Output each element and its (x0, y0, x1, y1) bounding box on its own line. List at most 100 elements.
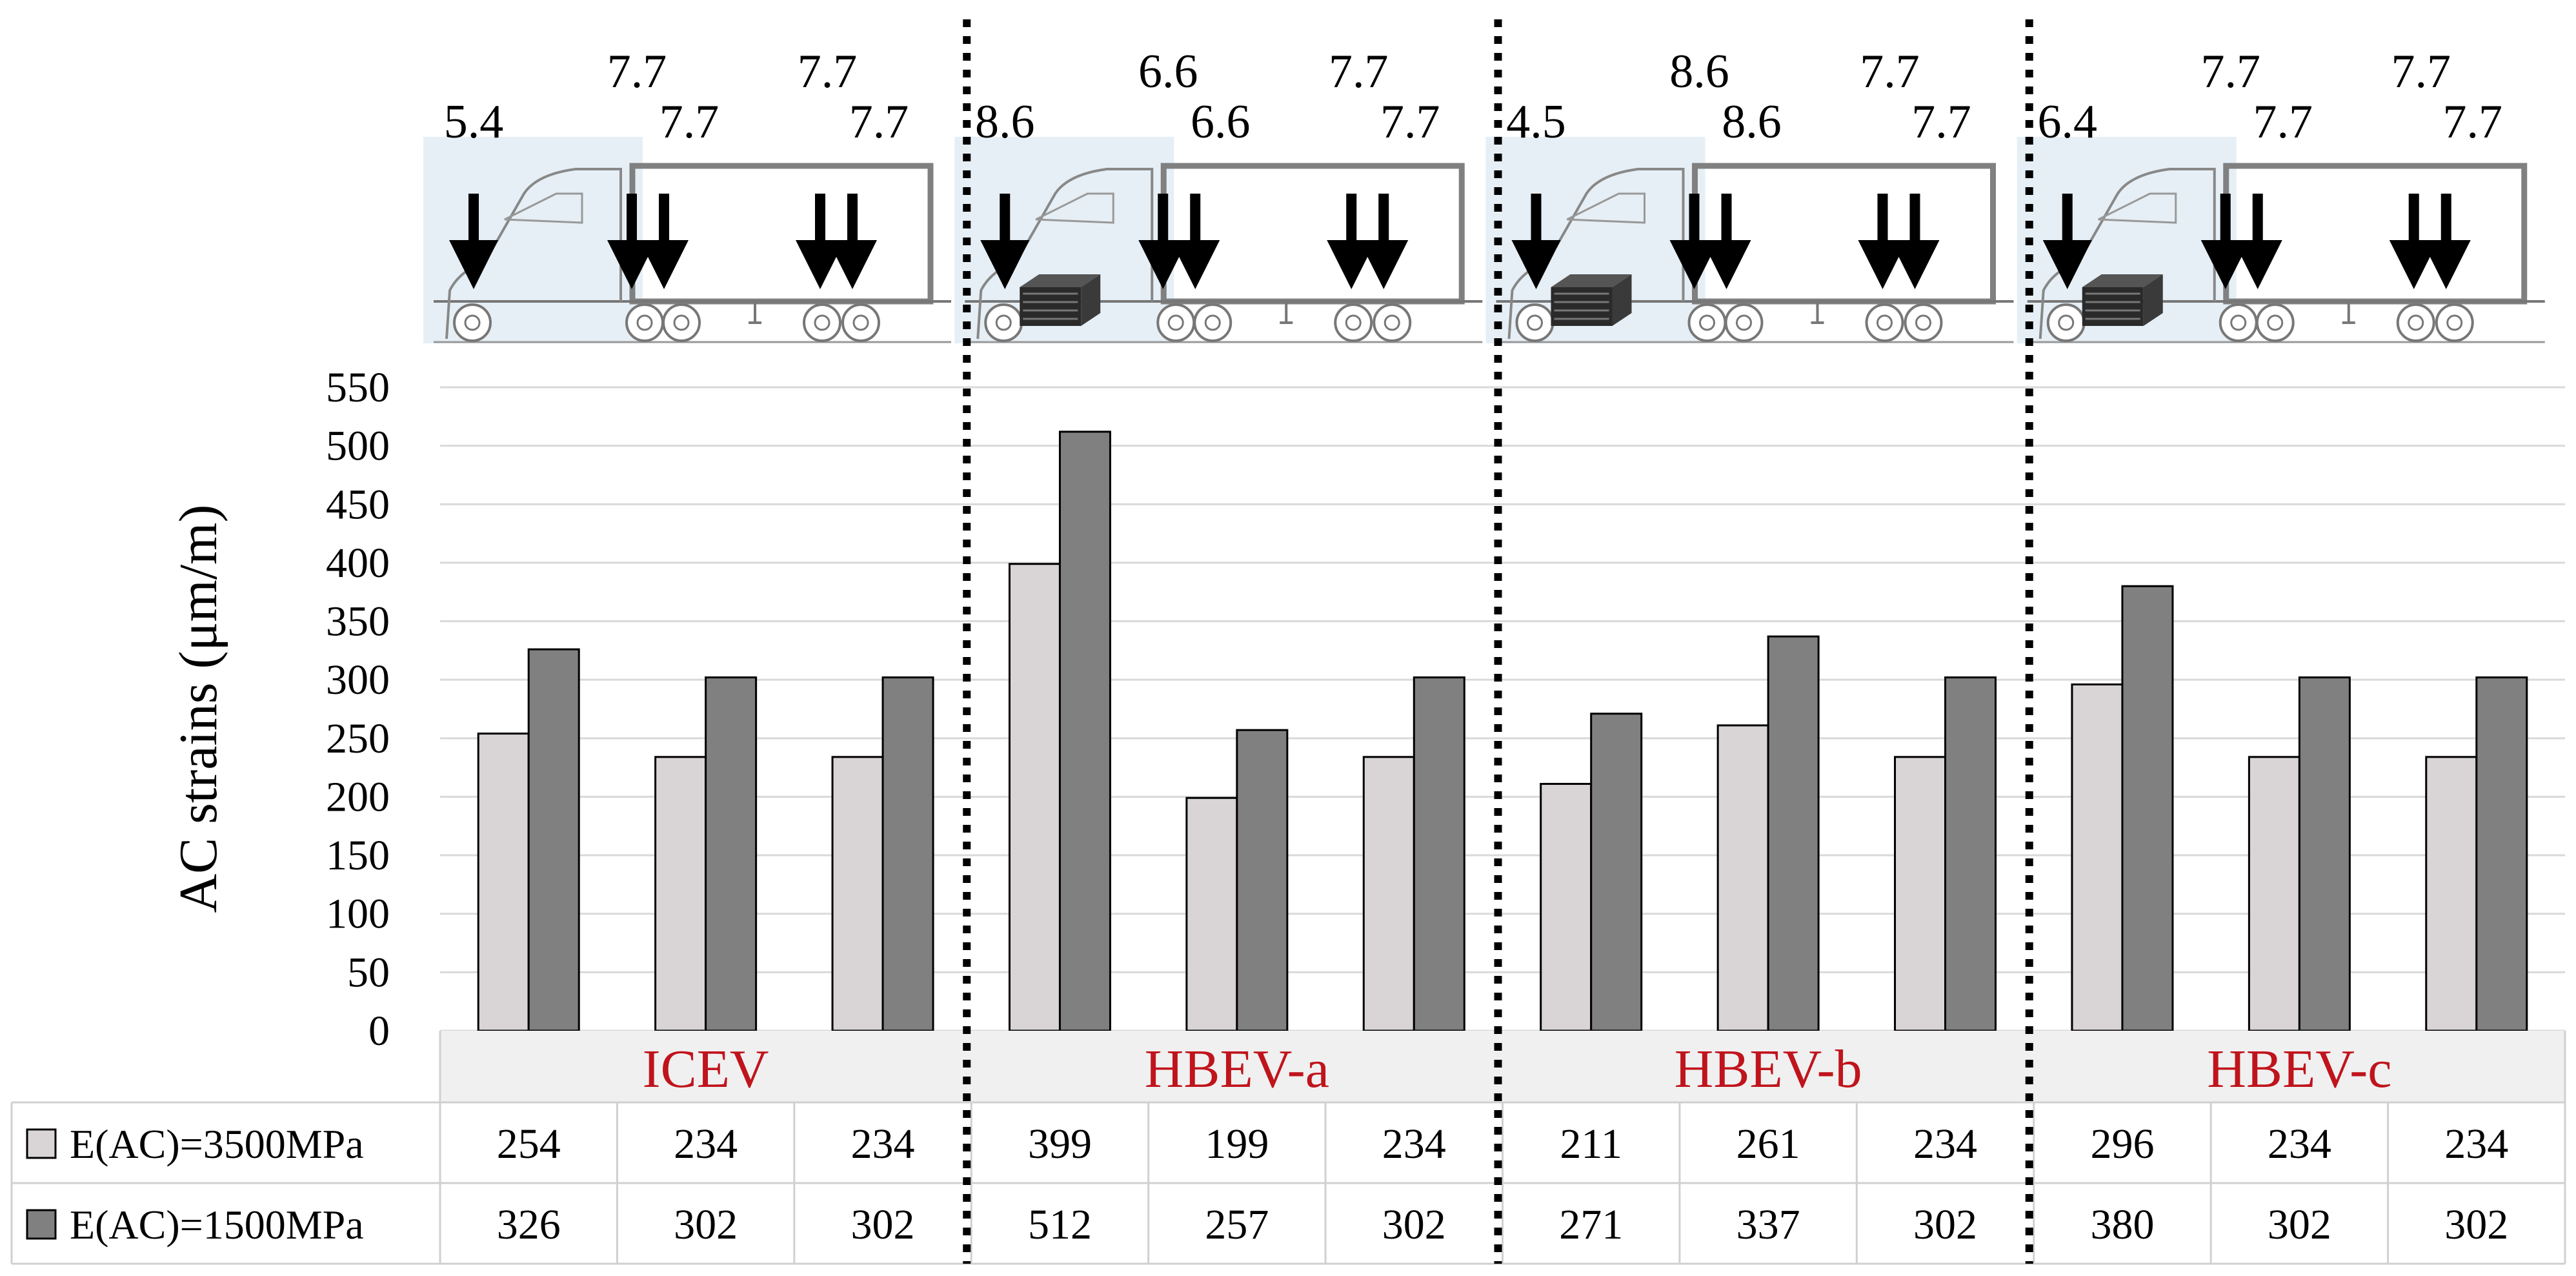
load-arrow-shaft-1 (1531, 194, 1542, 245)
axle-load-label-1: 5.4 (444, 96, 504, 148)
table-cell-e1500-1: 326 (497, 1201, 561, 1248)
axle-load-label-5: 7.7 (849, 96, 909, 148)
axle-load-label-3: 7.7 (2253, 96, 2313, 148)
wheel-hub (1915, 314, 1931, 331)
axle-load-label-1: 4.5 (1506, 96, 1566, 148)
bar-e1500-1 (527, 648, 580, 1032)
table-cell-e3500-5: 199 (1205, 1120, 1269, 1168)
wheel (1687, 303, 1727, 342)
bar-e3500-5 (1185, 796, 1238, 1032)
load-arrow-shaft-2 (627, 194, 637, 245)
load-arrow-head-5 (1890, 240, 1940, 289)
load-arrow-shaft-3 (1721, 194, 1732, 245)
table-cell-e3500-4: 399 (1028, 1120, 1092, 1168)
load-arrow-head-5 (828, 240, 877, 289)
axle-load-label-5: 7.7 (2443, 96, 2503, 148)
battery-pack (1020, 274, 1101, 326)
axle-load-label-2: 6.6 (1138, 45, 1198, 98)
table-cell-e3500-11: 234 (2268, 1120, 2331, 1168)
table-cell-e1500-6: 302 (1382, 1201, 1446, 1248)
axle-load-label-5: 7.7 (1911, 96, 1971, 148)
load-arrow-head-2 (1669, 240, 1719, 289)
load-arrow-shaft-1 (2062, 194, 2073, 245)
wheel-hub (1527, 314, 1543, 331)
load-arrow-head-2 (607, 240, 656, 289)
axle-load-label-2: 8.6 (1669, 45, 1729, 98)
y-tick-label: 300 (326, 656, 390, 704)
axle-load-label-4: 7.7 (1860, 45, 1920, 98)
load-arrow-head-4 (2389, 240, 2439, 289)
wheel (1904, 303, 1943, 342)
bars (477, 430, 2528, 1032)
bar-e3500-8 (1716, 724, 1769, 1032)
y-gridlines (440, 386, 2565, 1032)
load-arrow-shaft-1 (1000, 194, 1011, 245)
wheel (984, 303, 1023, 342)
load-arrow-head-5 (2421, 240, 2471, 289)
bar-e3500-10 (2071, 683, 2124, 1032)
wheel-hub (2408, 314, 2424, 331)
battery-pack (1551, 274, 1632, 326)
bar-e1500-6 (1413, 676, 1465, 1032)
axle-load-label-1: 8.6 (975, 96, 1035, 148)
table-cell-e3500-8: 261 (1736, 1120, 1800, 1168)
wheel (1156, 303, 1196, 342)
load-arrow-head-2 (2200, 240, 2250, 289)
legend-label-e1500: E(AC)=1500MPa (70, 1202, 364, 1248)
wheel-hub (814, 314, 830, 331)
bar-e3500-6 (1362, 756, 1415, 1032)
load-arrow-shaft-5 (1378, 194, 1389, 245)
bar-e3500-3 (831, 756, 884, 1032)
truck-illustration-icev: 5.47.77.77.77.7 (423, 45, 951, 343)
bar-e1500-3 (881, 676, 934, 1032)
table-cell-e1500-10: 380 (2090, 1201, 2154, 1248)
table-cell-e3500-1: 254 (497, 1120, 561, 1168)
cab-window (504, 192, 583, 224)
cab-window (1566, 192, 1645, 224)
wheel-hub (673, 314, 690, 331)
wheel-hub (1204, 314, 1221, 331)
y-tick-label: 0 (368, 1008, 390, 1055)
battery-side (2143, 274, 2163, 326)
trailer-box (629, 163, 934, 305)
bar-e1500-2 (705, 676, 758, 1032)
load-arrow-head-4 (1858, 240, 1907, 289)
load-arrow-head-3 (1171, 240, 1220, 289)
load-arrow-shaft-4 (1346, 194, 1357, 245)
landing-gear (1811, 301, 1824, 324)
wheel (1515, 303, 1555, 342)
load-arrow-shaft-5 (1909, 194, 1920, 245)
battery-side (1081, 274, 1101, 326)
landing-gear (749, 301, 761, 324)
landing-gear (2342, 301, 2355, 324)
load-arrow-head-3 (1702, 240, 1751, 289)
bar-e1500-9 (1944, 676, 1997, 1032)
load-arrow-shaft-4 (815, 194, 825, 245)
y-axis-label: AC strains (μm/m) (168, 505, 228, 913)
y-tick-label: 450 (326, 481, 390, 528)
y-tick-label: 200 (326, 773, 390, 820)
battery-top (1551, 274, 1632, 287)
wheel-hub (1736, 314, 1752, 331)
table-cell-e1500-8: 337 (1736, 1201, 1800, 1248)
wheel-hub (2267, 314, 2284, 331)
wheel (1193, 303, 1233, 342)
cab-window (2098, 192, 2177, 224)
load-arrow-shaft-2 (2220, 194, 2231, 245)
wheel (2435, 303, 2474, 342)
load-arrow-head-4 (1327, 240, 1376, 289)
wheel-hub (636, 314, 653, 331)
axle-load-label-4: 7.7 (1329, 45, 1389, 98)
load-arrow-shaft-3 (659, 194, 669, 245)
table-cell-e1500-9: 302 (1913, 1201, 1977, 1248)
cab-outline (1507, 168, 1685, 339)
table-cell-e3500-6: 234 (1382, 1120, 1446, 1168)
wheel-hub (2058, 314, 2075, 331)
table-cell-e1500-11: 302 (2268, 1201, 2331, 1248)
load-arrow-shaft-1 (468, 194, 479, 245)
trailer-box (1692, 163, 1996, 305)
wheel (453, 303, 492, 342)
axle-load-label-3: 7.7 (659, 96, 719, 148)
y-tick-label: 100 (326, 891, 390, 938)
table-cell-e1500-3: 302 (851, 1201, 915, 1248)
